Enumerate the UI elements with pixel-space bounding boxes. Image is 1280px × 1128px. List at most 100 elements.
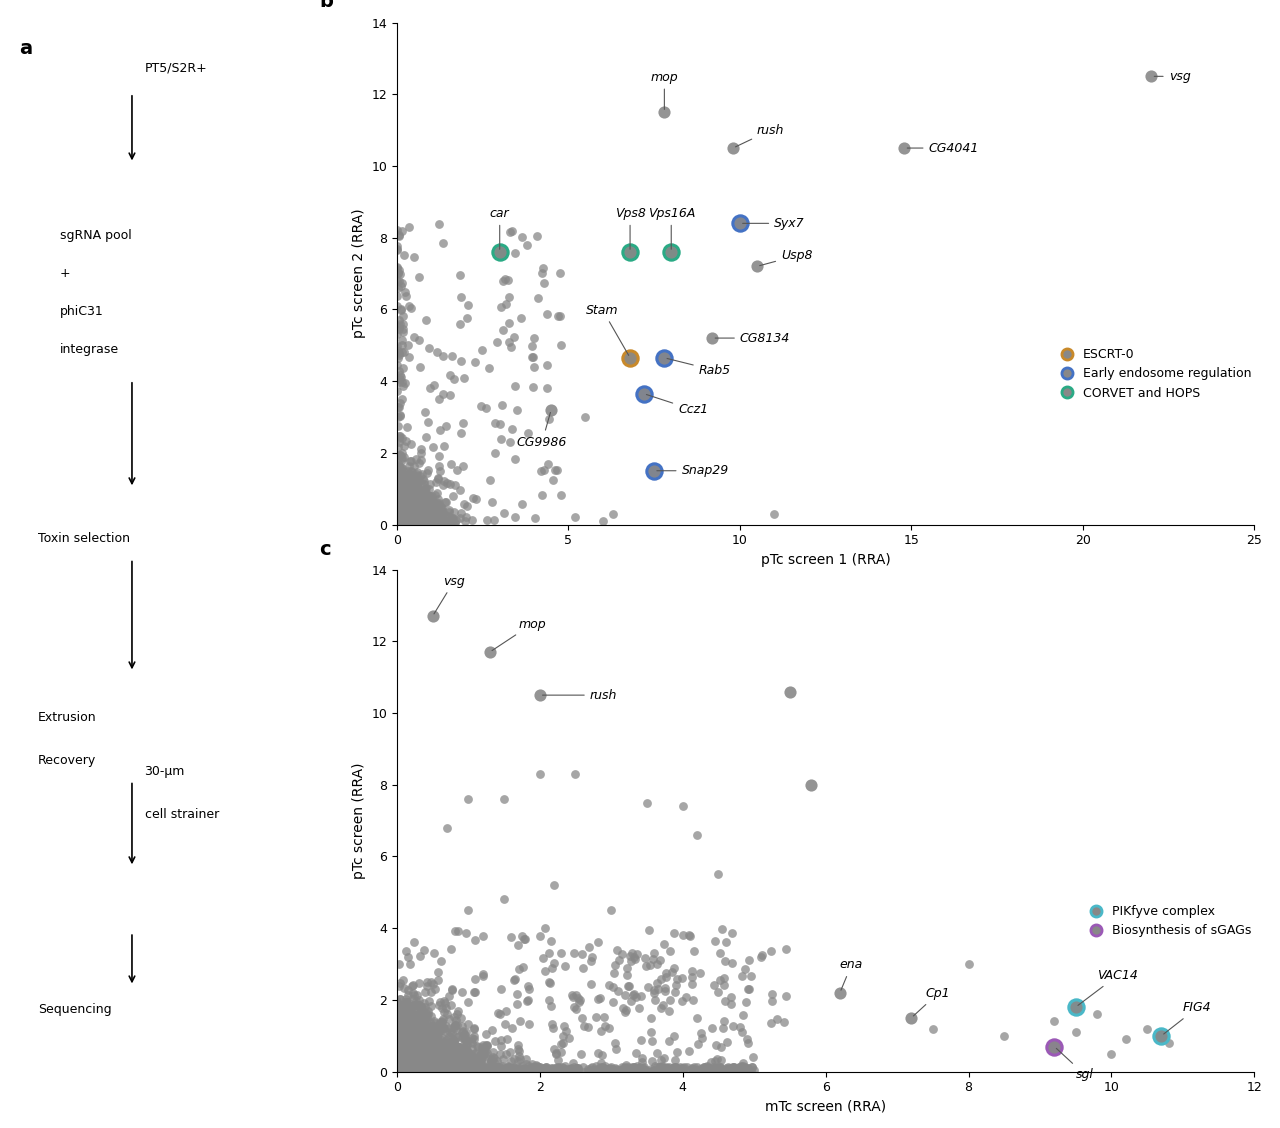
Point: [393, 1054, 413, 1072]
Point: [412, 1048, 433, 1066]
Point: [388, 512, 408, 530]
Point: [401, 510, 421, 528]
Point: [411, 1039, 431, 1057]
Point: [447, 1056, 467, 1074]
Point: [387, 514, 407, 532]
Point: [407, 1051, 428, 1069]
Point: [390, 1047, 411, 1065]
Text: Vps8: Vps8: [614, 206, 645, 249]
Point: [389, 1004, 410, 1022]
Point: [719, 1059, 740, 1077]
Point: [406, 485, 426, 503]
Point: [397, 1038, 417, 1056]
Point: [401, 1040, 421, 1058]
Point: [389, 512, 410, 530]
Point: [402, 1055, 422, 1073]
Point: [389, 514, 410, 532]
Point: [393, 1025, 413, 1043]
Point: [399, 1037, 420, 1055]
Point: [396, 1034, 416, 1052]
Point: [694, 1058, 714, 1076]
Point: [433, 1043, 453, 1061]
Point: [393, 360, 413, 378]
Point: [388, 1040, 408, 1058]
Point: [388, 509, 408, 527]
Point: [389, 512, 410, 530]
Point: [398, 513, 419, 531]
Point: [387, 501, 407, 519]
Point: [399, 1046, 420, 1064]
Point: [417, 1052, 438, 1070]
Point: [415, 1060, 435, 1078]
Point: [401, 1042, 421, 1060]
Point: [390, 1024, 411, 1042]
Point: [403, 1050, 424, 1068]
Point: [392, 1048, 412, 1066]
Point: [393, 1058, 413, 1076]
Point: [593, 1063, 613, 1081]
Point: [438, 1042, 458, 1060]
Point: [545, 1061, 566, 1079]
Point: [390, 514, 411, 532]
Point: [422, 487, 443, 505]
Point: [408, 504, 429, 522]
Point: [402, 1054, 422, 1072]
Point: [397, 503, 417, 521]
Point: [923, 1020, 943, 1038]
Point: [392, 511, 412, 529]
Point: [398, 1050, 419, 1068]
Point: [396, 1057, 416, 1075]
Point: [425, 1014, 445, 1032]
Point: [392, 1052, 412, 1070]
Point: [401, 1061, 421, 1079]
Point: [456, 1023, 476, 1041]
Point: [439, 987, 460, 1005]
Point: [420, 1055, 440, 1073]
Point: [417, 503, 438, 521]
Point: [421, 984, 442, 1002]
Point: [389, 1023, 410, 1041]
Point: [387, 1045, 407, 1063]
Point: [406, 1063, 426, 1081]
Point: [728, 1058, 749, 1076]
Point: [403, 505, 424, 523]
Point: [404, 1008, 425, 1026]
Point: [387, 1039, 407, 1057]
Point: [420, 1022, 440, 1040]
Point: [410, 512, 430, 530]
Point: [673, 1059, 694, 1077]
Point: [393, 1060, 413, 1078]
Point: [389, 510, 410, 528]
Point: [397, 1040, 417, 1058]
Point: [421, 1051, 442, 1069]
Point: [712, 1038, 732, 1056]
Point: [388, 1036, 408, 1054]
Point: [410, 1006, 430, 1024]
Point: [644, 981, 664, 999]
Point: [406, 499, 426, 517]
Point: [390, 503, 411, 521]
Point: [389, 504, 410, 522]
Point: [399, 513, 420, 531]
Point: [388, 1055, 408, 1073]
Point: [402, 1041, 422, 1059]
Point: [434, 1041, 454, 1059]
Point: [411, 494, 431, 512]
Point: [426, 1039, 447, 1057]
Point: [397, 1030, 417, 1048]
Point: [387, 1052, 407, 1070]
Point: [393, 1034, 413, 1052]
Point: [701, 1060, 722, 1078]
Point: [407, 1046, 428, 1064]
Point: [389, 514, 410, 532]
Point: [388, 512, 408, 530]
Point: [392, 1059, 412, 1077]
Point: [407, 1023, 428, 1041]
Point: [396, 1057, 416, 1075]
Point: [411, 1050, 431, 1068]
Point: [387, 511, 407, 529]
Text: sgRNA pool: sgRNA pool: [60, 229, 132, 243]
Point: [434, 1040, 454, 1058]
Point: [398, 504, 419, 522]
Point: [448, 1003, 468, 1021]
